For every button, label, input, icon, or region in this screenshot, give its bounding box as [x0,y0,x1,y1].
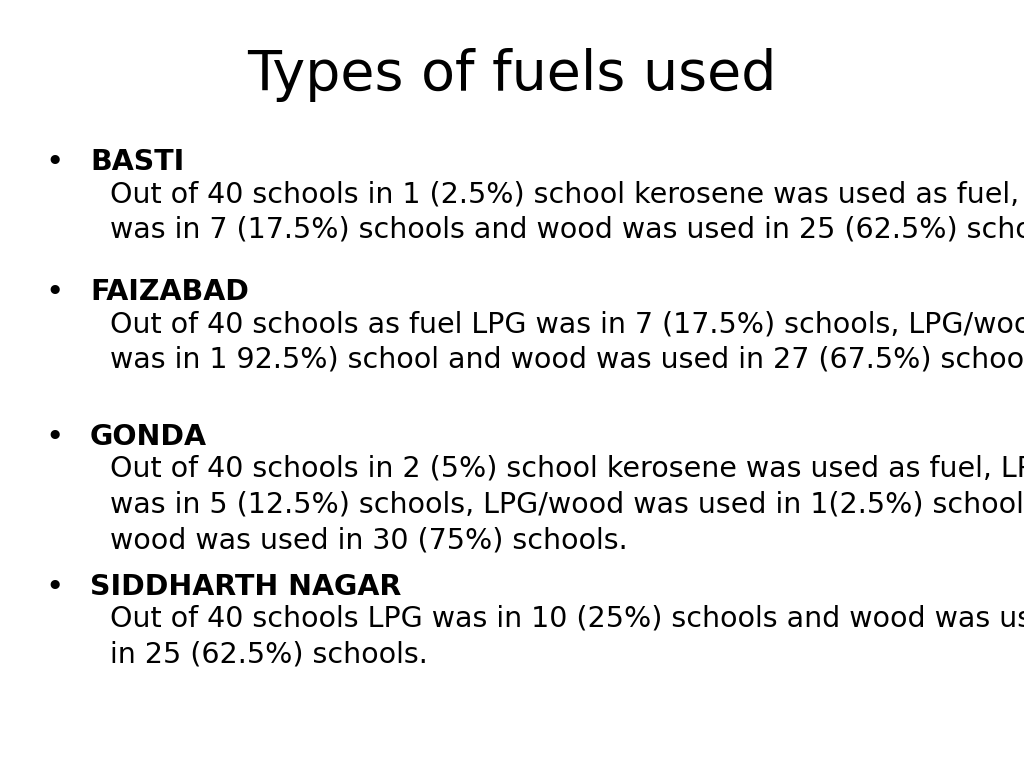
Text: Out of 40 schools in 1 (2.5%) school kerosene was used as fuel, LPG
was in 7 (17: Out of 40 schools in 1 (2.5%) school ker… [110,180,1024,243]
Text: Out of 40 schools in 2 (5%) school kerosene was used as fuel, LPG
was in 5 (12.5: Out of 40 schools in 2 (5%) school keros… [110,455,1024,554]
Text: Out of 40 schools LPG was in 10 (25%) schools and wood was used
in 25 (62.5%) sc: Out of 40 schools LPG was in 10 (25%) sc… [110,605,1024,669]
Text: Types of fuels used: Types of fuels used [248,48,776,102]
Text: •: • [46,148,65,177]
Text: Out of 40 schools as fuel LPG was in 7 (17.5%) schools, LPG/wood
was in 1 92.5%): Out of 40 schools as fuel LPG was in 7 (… [110,310,1024,374]
Text: SIDDHARTH NAGAR: SIDDHARTH NAGAR [90,573,401,601]
Text: GONDA: GONDA [90,423,207,451]
Text: •: • [46,423,65,452]
Text: •: • [46,573,65,602]
Text: •: • [46,278,65,307]
Text: FAIZABAD: FAIZABAD [90,278,249,306]
Text: BASTI: BASTI [90,148,184,176]
